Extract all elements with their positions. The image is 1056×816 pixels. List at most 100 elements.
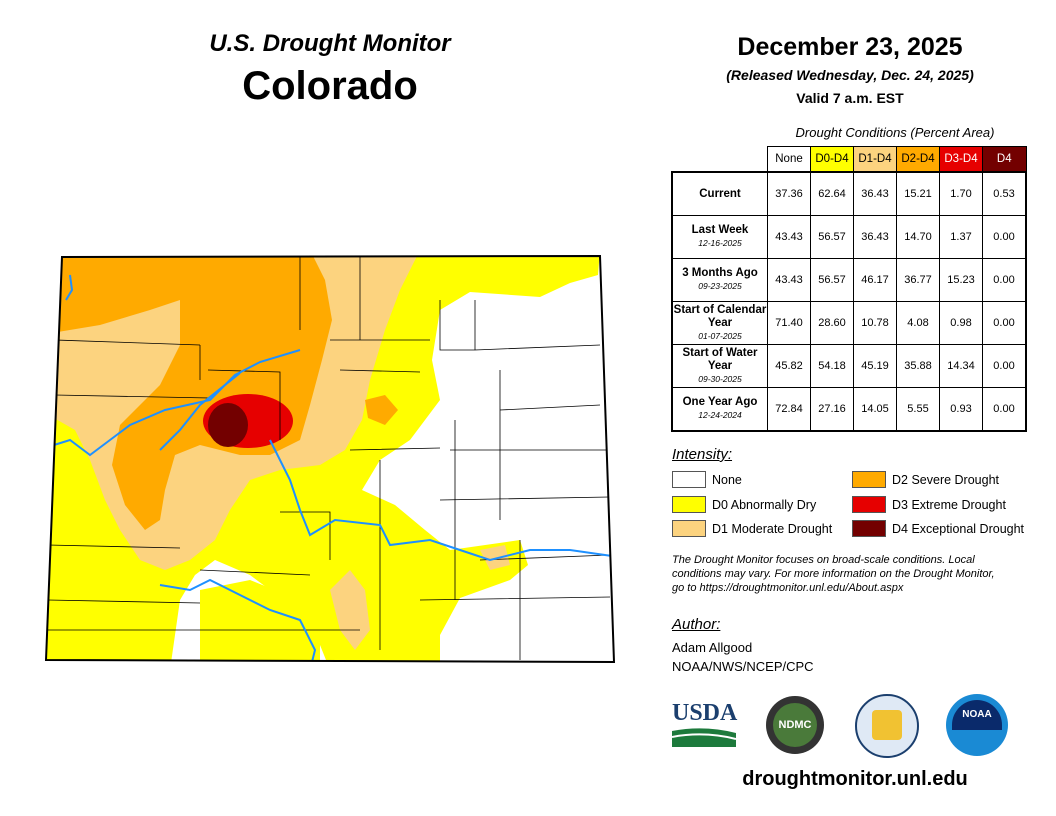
table-row: Current 37.36 62.64 36.43 15.21 1.70 0.53 [671, 171, 1027, 216]
legend-label: D2 Severe Drought [892, 472, 1000, 487]
table-cell: 0.00 [982, 387, 1027, 432]
table-cell: 0.00 [982, 258, 1027, 302]
legend-swatch [852, 520, 886, 537]
table-cell: 28.60 [810, 301, 854, 345]
rivers [53, 274, 613, 662]
table-cell: 45.19 [853, 344, 897, 388]
legend-swatch [672, 496, 706, 513]
legend-item: D4 Exceptional Drought [852, 520, 1024, 537]
row-label: Current [671, 171, 768, 216]
table-cell: 4.08 [896, 301, 940, 345]
colorado-drought-map [44, 254, 616, 664]
legend-swatch [852, 471, 886, 488]
legend-label: None [712, 472, 742, 487]
table-row: 3 Months Ago 09-23-2025 43.43 56.57 46.17 36.… [671, 258, 1027, 302]
table-cell: 0.00 [982, 215, 1027, 259]
table-cell: 0.00 [982, 301, 1027, 345]
table-cell: 0.00 [982, 344, 1027, 388]
release-date: (Released Wednesday, Dec. 24, 2025) [726, 67, 974, 83]
table-cell: 72.84 [767, 387, 811, 432]
legend-swatch [852, 496, 886, 513]
author-heading: Author: [672, 616, 721, 633]
column-header: D4 [982, 146, 1027, 173]
table-cell: 46.17 [853, 258, 897, 302]
column-header: D3-D4 [939, 146, 983, 173]
table-cell: 35.88 [896, 344, 940, 388]
table-cell: 1.70 [939, 171, 983, 216]
row-label: 3 Months Ago 09-23-2025 [671, 258, 768, 302]
row-date: 12-24-2024 [698, 410, 742, 420]
table-cell: 0.98 [939, 301, 983, 345]
table-cell: 27.16 [810, 387, 854, 432]
table-cell: 36.43 [853, 171, 897, 216]
legend-heading: Intensity: [672, 446, 733, 463]
legend-label: D3 Extreme Drought [892, 497, 1006, 512]
legend-label: D1 Moderate Drought [712, 521, 833, 536]
row-label: Start of Calendar Year 01-07-2025 [671, 301, 768, 345]
d4-area [208, 403, 248, 447]
table-cell: 14.05 [853, 387, 897, 432]
state-name: Colorado [242, 64, 418, 108]
legend-item: D0 Abnormally Dry [672, 496, 816, 513]
legend-item: D2 Severe Drought [852, 471, 999, 488]
table-cell: 36.43 [853, 215, 897, 259]
commerce-seal [855, 694, 919, 758]
disclaimer-note: The Drought Monitor focuses on broad-sca… [672, 554, 995, 594]
table-cell: 71.40 [767, 301, 811, 345]
d1-area [480, 545, 510, 570]
row-label: Start of Water Year 09-30-2025 [671, 344, 768, 388]
legend-label: D4 Exceptional Drought [892, 521, 1025, 536]
table-cell: 54.18 [810, 344, 854, 388]
table-row: Start of Calendar Year 01-07-2025 71.40 28.… [671, 301, 1027, 345]
table-row: One Year Ago 12-24-2024 72.84 27.16 14.05 5.5… [671, 387, 1027, 432]
legend-swatch [672, 471, 706, 488]
table-cell: 36.77 [896, 258, 940, 302]
row-date: 09-30-2025 [698, 373, 742, 384]
row-date: 12-16-2025 [698, 238, 742, 248]
table-cell: 37.36 [767, 171, 811, 216]
legend-item: None [672, 471, 742, 488]
table-cell: 62.64 [810, 171, 854, 216]
table-cell: 56.57 [810, 215, 854, 259]
ndmc-logo: NDMC [766, 696, 824, 754]
table-cell: 43.43 [767, 215, 811, 259]
row-date: 09-23-2025 [698, 281, 742, 291]
website-url[interactable]: droughtmonitor.unl.edu [742, 768, 968, 790]
usda-logo: USDA [671, 700, 737, 748]
table-cell: 56.57 [810, 258, 854, 302]
table-cell: 45.82 [767, 344, 811, 388]
column-header: D2-D4 [896, 146, 940, 173]
author-name: Adam Allgood [672, 640, 753, 655]
d2-area [365, 395, 398, 425]
legend-item: D1 Moderate Drought [672, 520, 832, 537]
column-header: None [767, 146, 811, 173]
row-label: Last Week 12-16-2025 [671, 215, 768, 259]
map-title: U.S. Drought Monitor [209, 30, 451, 57]
county-lines [47, 257, 611, 660]
table-caption: Drought Conditions (Percent Area) [795, 125, 995, 140]
table-cell: 15.21 [896, 171, 940, 216]
table-cell: 15.23 [939, 258, 983, 302]
d2-area [46, 256, 332, 530]
noaa-logo: NOAA [946, 694, 1008, 756]
row-label: One Year Ago 12-24-2024 [671, 387, 768, 432]
table-cell: 5.55 [896, 387, 940, 432]
row-date: 01-07-2025 [698, 330, 742, 341]
legend-swatch [672, 520, 706, 537]
table-cell: 10.78 [853, 301, 897, 345]
map-date: December 23, 2025 [737, 33, 963, 61]
d0-area [200, 580, 320, 662]
legend-label: D0 Abnormally Dry [712, 497, 817, 512]
column-header: D0-D4 [810, 146, 854, 173]
table-cell: 1.37 [939, 215, 983, 259]
table-cell: 43.43 [767, 258, 811, 302]
legend-item: D3 Extreme Drought [852, 496, 1006, 513]
table-cell: 14.70 [896, 215, 940, 259]
column-header: D1-D4 [853, 146, 897, 173]
author-org: NOAA/NWS/NCEP/CPC [672, 659, 814, 674]
table-cell: 0.93 [939, 387, 983, 432]
table-cell: 0.53 [982, 171, 1027, 216]
table-row: Last Week 12-16-2025 43.43 56.57 36.43 14.70 1… [671, 215, 1027, 259]
table-row: Start of Water Year 09-30-2025 45.82 54.18 4… [671, 344, 1027, 388]
drought-conditions-table: None D0-D4 D1-D4 D2-D4 D3-D4 D4 Current 3… [671, 146, 1027, 432]
